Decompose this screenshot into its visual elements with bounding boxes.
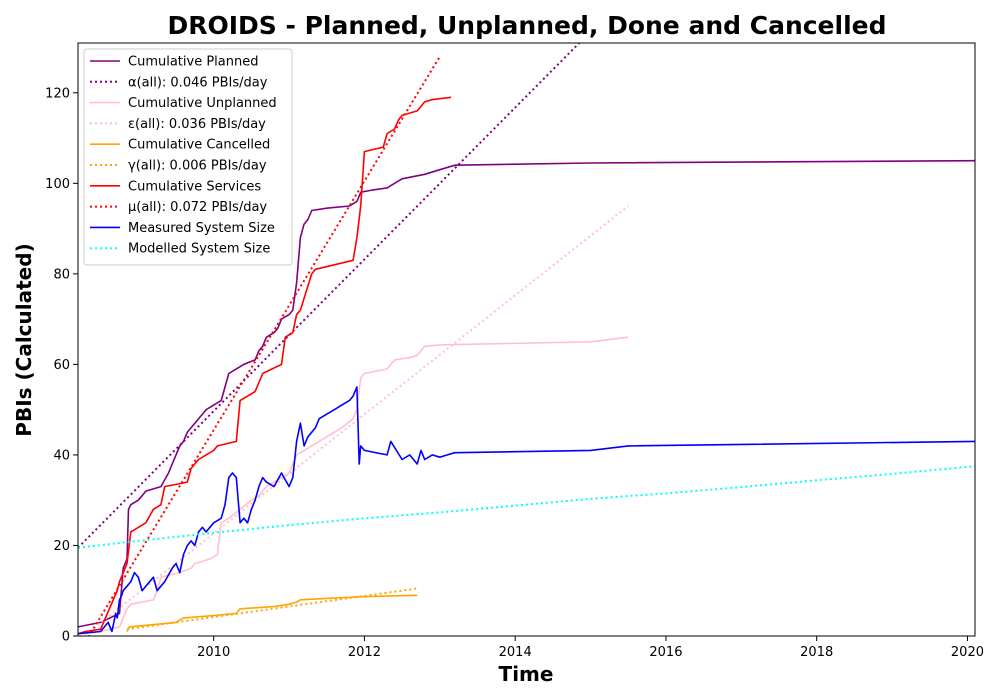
series-line-8 — [78, 386, 975, 635]
legend-label: ε(all): 0.036 PBIs/day — [128, 117, 266, 132]
series-line-4 — [126, 594, 418, 632]
y-tick-label: 100 — [45, 177, 70, 192]
x-tick-label: 2020 — [951, 645, 984, 660]
series-line-9 — [78, 465, 975, 549]
legend-label: γ(all): 0.006 PBIs/day — [128, 159, 267, 174]
y-tick-label: 0 — [62, 630, 70, 645]
y-tick-label: 120 — [45, 86, 70, 101]
x-tick-label: 2018 — [800, 645, 833, 660]
x-tick-label: 2016 — [649, 645, 682, 660]
legend-label: μ(all): 0.072 PBIs/day — [128, 200, 267, 215]
legend-label: Cumulative Unplanned — [128, 96, 277, 111]
legend-label: Cumulative Services — [128, 179, 261, 194]
series-line-1 — [78, 43, 581, 549]
legend-label: Modelled System Size — [128, 242, 270, 257]
x-tick-label: 2012 — [348, 645, 381, 660]
x-axis-label: Time — [499, 662, 554, 686]
y-tick-label: 60 — [53, 358, 70, 373]
legend-label: α(all): 0.046 PBIs/day — [128, 75, 268, 90]
x-tick-label: 2014 — [499, 645, 532, 660]
x-tick-label: 2010 — [197, 645, 230, 660]
y-tick-label: 40 — [53, 448, 70, 463]
series-line-3 — [82, 205, 629, 636]
y-axis: 0 20 40 60 80 100 120 — [45, 86, 78, 645]
y-tick-label: 20 — [53, 539, 70, 554]
plot-frame — [77, 42, 976, 637]
series-line-6 — [78, 96, 452, 635]
legend-label: Cumulative Cancelled — [128, 138, 270, 153]
series-line-2 — [78, 336, 629, 635]
series-line-0 — [78, 159, 975, 628]
x-axis: 2010 2012 2014 2016 2018 2020 — [197, 636, 984, 660]
series-line-5 — [126, 587, 418, 631]
y-tick-label: 80 — [53, 267, 70, 282]
legend: Cumulative Planned α(all): 0.046 PBIs/day… — [83, 48, 293, 266]
chart-title: DROIDS - Planned, Unplanned, Done and Ca… — [167, 11, 886, 40]
y-axis-label: PBIs (Calculated) — [12, 243, 36, 436]
legend-label: Cumulative Planned — [128, 55, 258, 70]
legend-frame — [83, 48, 293, 266]
legend-label: Measured System Size — [128, 221, 275, 236]
series-line-7 — [87, 56, 441, 636]
